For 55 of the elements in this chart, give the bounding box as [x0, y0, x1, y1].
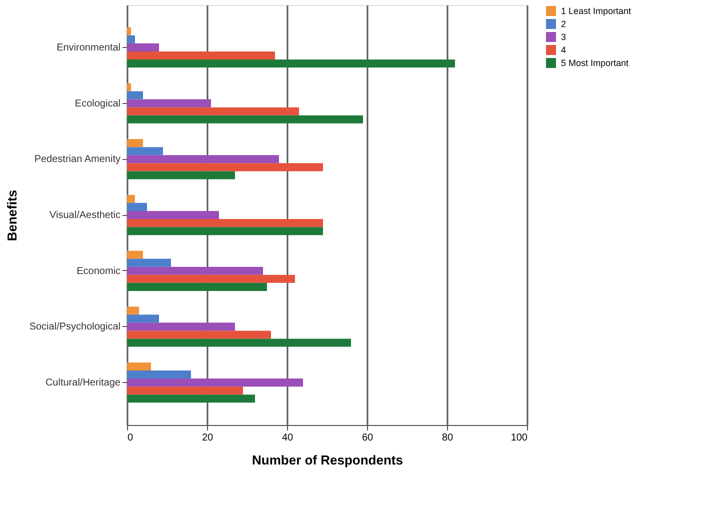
x-tick-label: 60 [362, 432, 374, 444]
y-tick-label: Economic [76, 266, 120, 277]
legend-label: 4 [561, 45, 566, 55]
bar [127, 155, 279, 164]
bar [127, 386, 243, 395]
bar [127, 338, 351, 347]
bar [127, 51, 275, 60]
bar [127, 139, 143, 148]
bar [127, 266, 263, 275]
bar [127, 394, 255, 403]
bar [127, 210, 219, 220]
x-axis-title: Number of Respondents [252, 452, 403, 468]
x-tick-label: 100 [510, 432, 528, 444]
bar [127, 115, 363, 124]
y-tick-label: Ecological [74, 98, 120, 110]
bar [127, 202, 147, 211]
bar [127, 163, 323, 172]
bar [127, 282, 267, 291]
bar [127, 227, 323, 236]
bar [127, 107, 299, 116]
y-tick-label: Visual/Aesthetic [50, 210, 120, 221]
legend-label: 5 Most Important [561, 58, 630, 68]
bar [127, 60, 455, 68]
x-tick-label: 40 [282, 432, 294, 444]
bar [127, 83, 131, 92]
bar [127, 330, 271, 339]
legend-label: 3 [561, 32, 566, 42]
x-tick-label: 0 [128, 432, 134, 444]
bar [127, 306, 139, 315]
bar [127, 43, 159, 52]
bar [127, 322, 235, 331]
bar [127, 171, 235, 180]
bar [127, 250, 143, 259]
y-tick-label: Cultural/Heritage [45, 378, 121, 389]
bar [127, 147, 163, 156]
bar [127, 35, 135, 44]
bar [127, 378, 303, 387]
x-tick-label: 20 [202, 432, 214, 444]
bar [127, 258, 171, 267]
x-tick-label: 80 [442, 432, 454, 444]
bar [127, 314, 159, 323]
y-tick-label: Social/Psychological [29, 322, 120, 333]
bar [127, 219, 323, 228]
y-axis-title: Benefits [4, 190, 20, 242]
bar [127, 99, 211, 108]
bar [127, 274, 295, 283]
bar [127, 91, 143, 100]
bar [127, 194, 135, 203]
bar [127, 27, 131, 36]
bar [127, 362, 151, 370]
y-tick-label: Pedestrian Amenity [34, 154, 120, 166]
bar [127, 370, 191, 379]
legend-label: 1 Least Important [561, 6, 632, 16]
y-tick-label: Environmental [56, 42, 120, 54]
legend-label: 2 [561, 19, 566, 29]
